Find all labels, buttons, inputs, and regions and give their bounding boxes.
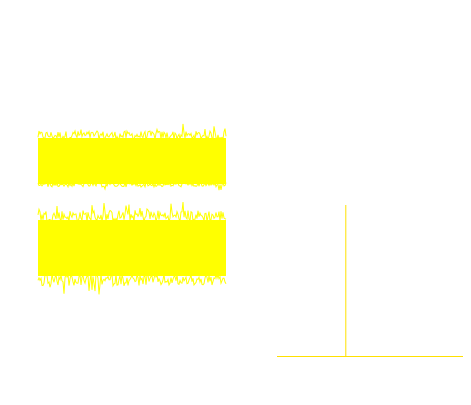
waveform-channel-2-lower-edge [37, 272, 227, 295]
waveform-channel-1-body [38, 138, 226, 184]
waveform-channel-2-body [38, 220, 226, 276]
waveform-channel-2-upper-edge [37, 201, 227, 224]
waveform-channel-1 [37, 123, 227, 191]
waveform-channel-2 [37, 201, 227, 295]
waveform-channel-1-upper-edge [37, 123, 227, 142]
waveform-channel-1-lower-edge [37, 180, 227, 191]
